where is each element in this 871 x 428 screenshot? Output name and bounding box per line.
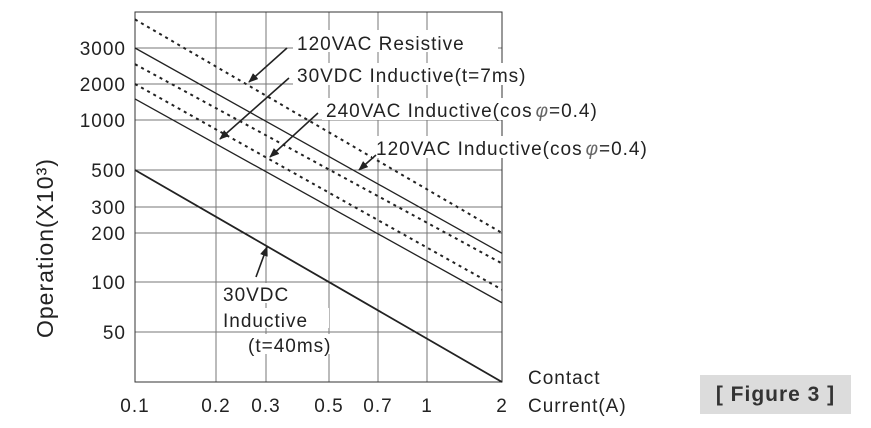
arrow-120vac-resistive: [248, 47, 288, 83]
y-tick-label: 1000: [80, 111, 126, 132]
series-group: [134, 18, 503, 383]
x-axis-label-line2: Current(A): [528, 396, 627, 417]
arrow-120vac-inductive: [358, 154, 377, 171]
annotation-30vdc-40ms-line1: 30VDC: [223, 285, 289, 306]
y-tick-label: 200: [91, 224, 126, 245]
y-tick-label: 100: [91, 273, 126, 294]
tick-labels: 0.1 0.2 0.3 0.5 0.7 1 2 3000 2000 1000 500 300 200 10…: [80, 39, 508, 417]
x-tick-label: 1: [421, 396, 433, 417]
arrow-240vac-inductive: [269, 112, 319, 158]
series-line: [134, 169, 503, 383]
x-tick-label: 0.2: [201, 396, 230, 417]
x-tick-label: 0.1: [120, 396, 149, 417]
y-tick-label: 300: [91, 198, 126, 219]
annotation-30vdc-40ms-line2: Inductive: [223, 311, 308, 332]
annotation-30vdc-40ms-line3: (t=40ms): [248, 336, 332, 357]
x-axis-label-line1: Contact: [528, 368, 600, 389]
series-line: [134, 18, 503, 234]
arrow-30vdc-7ms: [219, 77, 290, 140]
annotation-30vdc-7ms: 30VDC Inductive(t=7ms): [297, 66, 527, 87]
series-line: [134, 98, 503, 304]
x-tick-label: 0.3: [251, 396, 280, 417]
y-tick-label: 3000: [80, 39, 126, 60]
series-line: [134, 83, 503, 291]
x-tick-label: 0.7: [363, 396, 392, 417]
y-tick-label: 50: [103, 323, 126, 344]
plot-frame: [134, 11, 503, 383]
annotation-240vac-inductive: 240VAC Inductive(cos φ=0.4): [326, 101, 598, 122]
figure-label: [ Figure 3 ]: [700, 375, 851, 414]
y-tick-label: 500: [91, 161, 126, 182]
series-line: [134, 63, 503, 265]
y-axis-label: Operation(X10³): [32, 158, 58, 338]
x-tick-label: 2: [496, 396, 508, 417]
x-tick-label: 0.5: [314, 396, 343, 417]
series-line: [134, 47, 503, 254]
annotation-120vac-resistive: 120VAC Resistive: [297, 34, 465, 55]
y-tick-label: 2000: [80, 75, 126, 96]
arrow-30vdc-40ms: [255, 246, 268, 278]
annotation-120vac-inductive: 120VAC Inductive(cos φ=0.4): [376, 139, 648, 160]
